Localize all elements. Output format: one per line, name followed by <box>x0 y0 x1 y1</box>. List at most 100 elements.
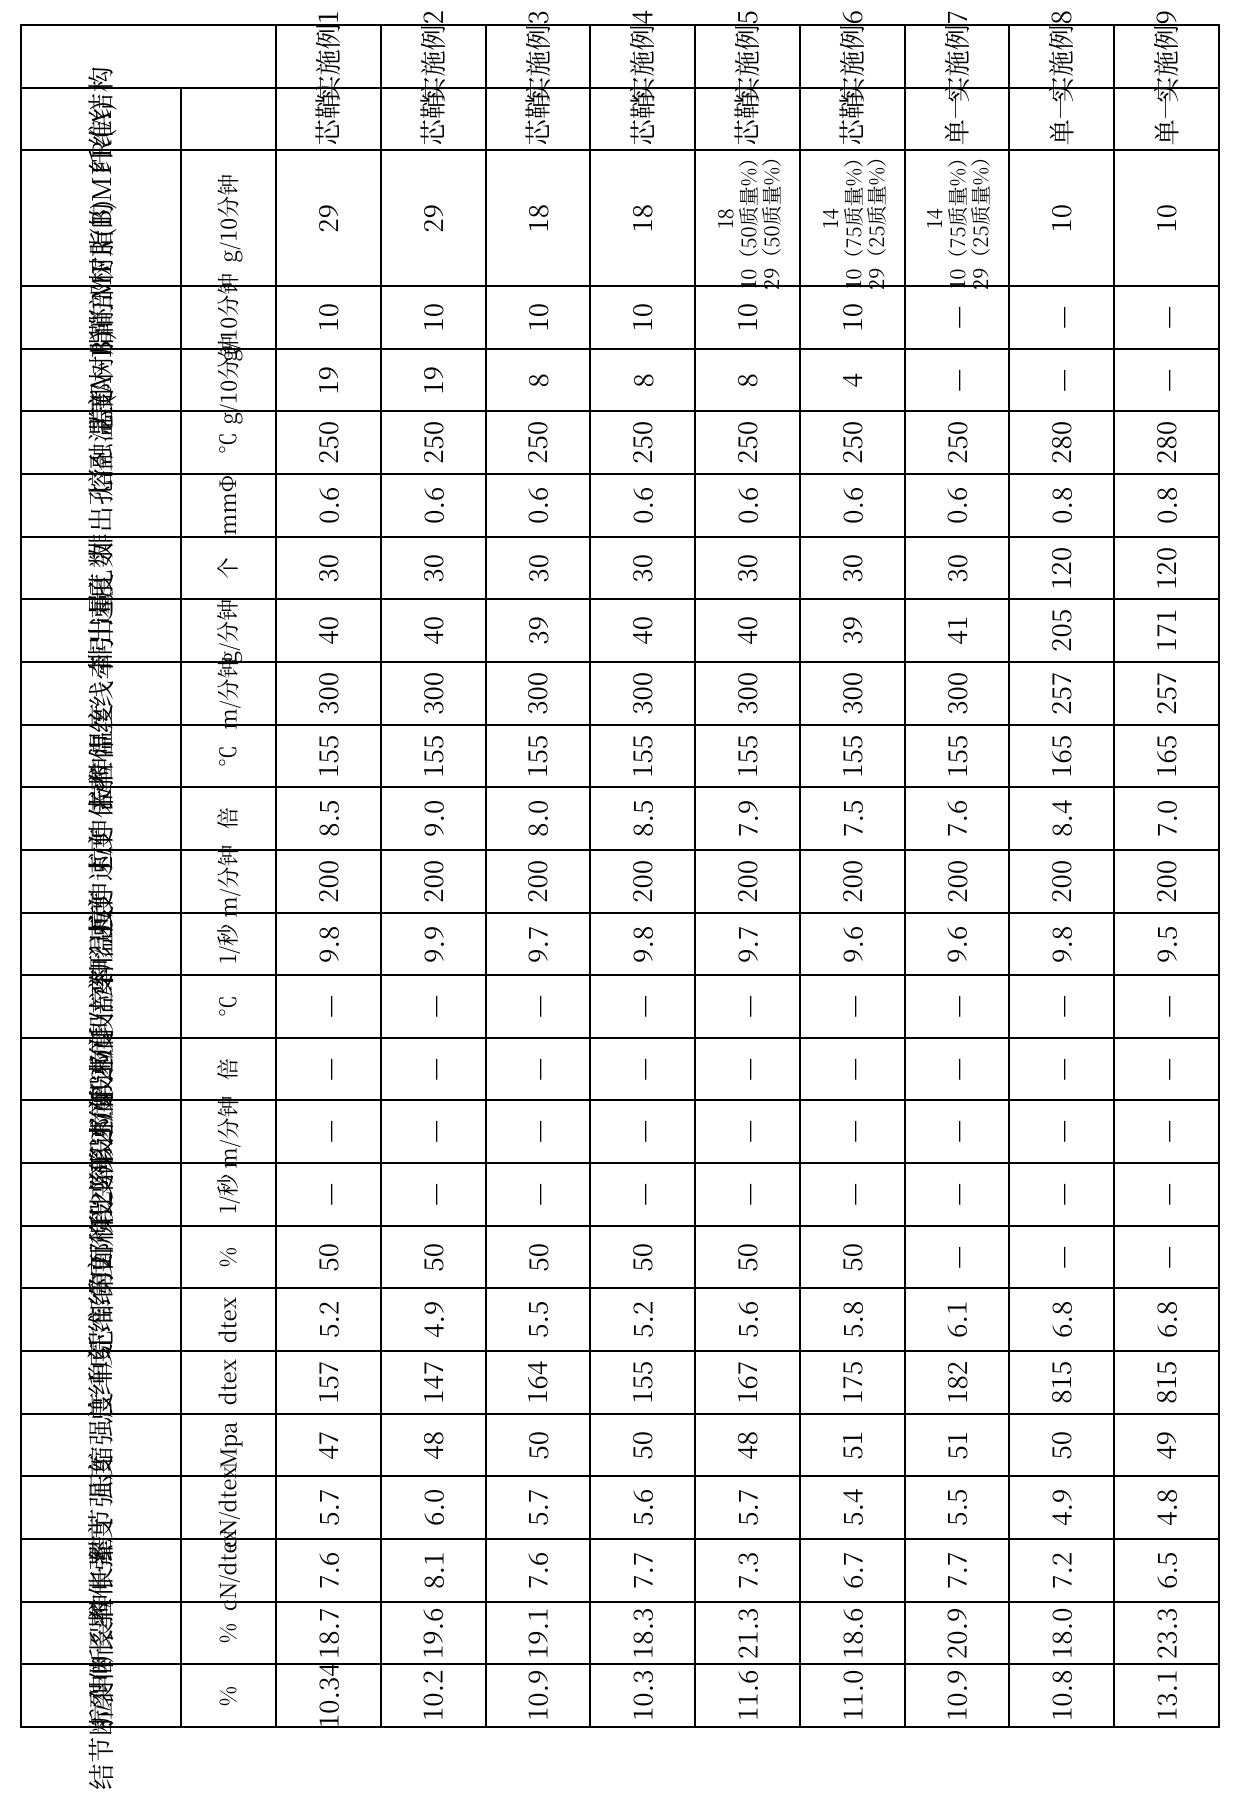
table-cell: 0.8 <box>1114 474 1219 537</box>
table-cell: 0.6 <box>381 474 486 537</box>
table-cell: 芯鞘 <box>590 88 695 151</box>
table-cell: — <box>1009 286 1114 349</box>
table-cell: 8 <box>695 349 800 412</box>
row-unit: 倍 <box>181 787 276 850</box>
table-cell: 4.8 <box>1114 1476 1219 1539</box>
table-cell: 41 <box>905 599 1010 662</box>
table-cell: 5.6 <box>695 1288 800 1351</box>
table-cell: 50 <box>590 1226 695 1289</box>
table-cell: 18.6 <box>800 1602 905 1665</box>
column-header: 实施例7 <box>905 25 1010 88</box>
table-cell: 257 <box>1114 662 1219 725</box>
table-cell: — <box>1114 349 1219 412</box>
table-cell: 10 <box>695 286 800 349</box>
table-cell: 155 <box>905 725 1010 788</box>
row-unit: m/分钟 <box>181 662 276 725</box>
table-cell: 1810（50质量%）29（50质量%） <box>695 150 800 286</box>
table-cell: 7.0 <box>1114 787 1219 850</box>
table-row: 拉伸速度m/分钟200200200200200200200200200 <box>21 850 1219 913</box>
table-cell: 250 <box>905 411 1010 474</box>
table-cell: — <box>905 975 1010 1038</box>
row-unit: g/10分钟 <box>181 150 276 286</box>
table-cell: 40 <box>276 599 381 662</box>
table-cell: 10 <box>486 286 591 349</box>
table-cell: 155 <box>800 725 905 788</box>
table-cell: 0.6 <box>695 474 800 537</box>
table-cell: — <box>905 286 1010 349</box>
table-cell: 18.0 <box>1009 1602 1114 1665</box>
table-cell: 10 <box>276 286 381 349</box>
column-header: 实施例3 <box>486 25 591 88</box>
table-cell: 40 <box>695 599 800 662</box>
table-cell: 9.6 <box>800 913 905 976</box>
table-cell: 20.9 <box>905 1602 1010 1665</box>
table-cell: 120 <box>1009 537 1114 600</box>
table-cell: 4 <box>800 349 905 412</box>
table-cell: 815 <box>1009 1351 1114 1414</box>
table-cell: — <box>1009 1038 1114 1101</box>
row-unit: ℃ <box>181 975 276 1038</box>
table-cell: 6.1 <box>905 1288 1010 1351</box>
table-cell: 8.1 <box>381 1539 486 1602</box>
table-cell: 9.0 <box>381 787 486 850</box>
table-cell: 164 <box>486 1351 591 1414</box>
table-cell: 51 <box>800 1414 905 1477</box>
table-cell: — <box>1009 1226 1114 1289</box>
table-cell: 芯鞘 <box>381 88 486 151</box>
table-cell: — <box>590 1038 695 1101</box>
row-unit: 1/秒 <box>181 913 276 976</box>
row-unit: g/10分钟 <box>181 349 276 412</box>
table-cell: — <box>590 1100 695 1163</box>
table-cell: 200 <box>1009 850 1114 913</box>
table-cell: — <box>590 1163 695 1226</box>
table-cell: 芯鞘 <box>486 88 591 151</box>
table-cell: 18.3 <box>590 1602 695 1665</box>
table-cell: — <box>1009 349 1114 412</box>
table-cell: — <box>905 1226 1010 1289</box>
table-cell: 10 <box>800 286 905 349</box>
table-cell: — <box>1114 1226 1219 1289</box>
table-row: 孔数个30303030303030120120 <box>21 537 1219 600</box>
table-row: 结节强度cN/dtex5.76.05.75.65.75.45.54.94.8 <box>21 1476 1219 1539</box>
table-cell: 9.6 <box>905 913 1010 976</box>
table-cell: 155 <box>381 725 486 788</box>
table-cell: 29 <box>276 150 381 286</box>
table-cell: 7.6 <box>486 1539 591 1602</box>
table-cell: 50 <box>486 1226 591 1289</box>
row-unit: ℃ <box>181 725 276 788</box>
table-row: 拉伸断裂伸长率%18.719.619.118.321.318.620.918.0… <box>21 1602 1219 1665</box>
table-row: 芯部的面积比率%505050505050——— <box>21 1226 1219 1289</box>
table-cell: 7.5 <box>800 787 905 850</box>
column-header: 实施例1 <box>276 25 381 88</box>
table-cell: 300 <box>695 662 800 725</box>
table-cell: — <box>276 1163 381 1226</box>
table-cell: 300 <box>800 662 905 725</box>
table-cell: 157 <box>276 1351 381 1414</box>
table-cell: 5.6 <box>590 1476 695 1539</box>
table-cell: 7.6 <box>276 1539 381 1602</box>
table-cell: 30 <box>276 537 381 600</box>
table-cell: 147 <box>381 1351 486 1414</box>
table-cell: 1410（75质量%）29（25质量%） <box>800 150 905 286</box>
table-cell: 30 <box>590 537 695 600</box>
table-cell: — <box>905 349 1010 412</box>
table-cell: 30 <box>695 537 800 600</box>
row-unit: 个 <box>181 537 276 600</box>
table-cell: 0.6 <box>800 474 905 537</box>
table-cell: — <box>1009 1163 1114 1226</box>
table-cell: 10 <box>590 286 695 349</box>
row-unit: dtex <box>181 1351 276 1414</box>
table-row: 第2阶段拉伸温度℃————————— <box>21 975 1219 1038</box>
row-unit: mmΦ <box>181 474 276 537</box>
table-row: 未拉伸丝线牵引速度m/分钟300300300300300300300257257 <box>21 662 1219 725</box>
table-row: 压缩强度Mpa474850504851515049 <box>21 1414 1219 1477</box>
table-cell: 4.9 <box>1009 1476 1114 1539</box>
table-cell: 11.0 <box>800 1664 905 1727</box>
table-cell: 18 <box>590 150 695 286</box>
table-cell: 257 <box>1009 662 1114 725</box>
table-cell: 7.2 <box>1009 1539 1114 1602</box>
table-row: 熔融温度℃250250250250250250250280280 <box>21 411 1219 474</box>
table-cell: — <box>486 1038 591 1101</box>
table-cell: 0.6 <box>486 474 591 537</box>
table-cell: 50 <box>1009 1414 1114 1477</box>
